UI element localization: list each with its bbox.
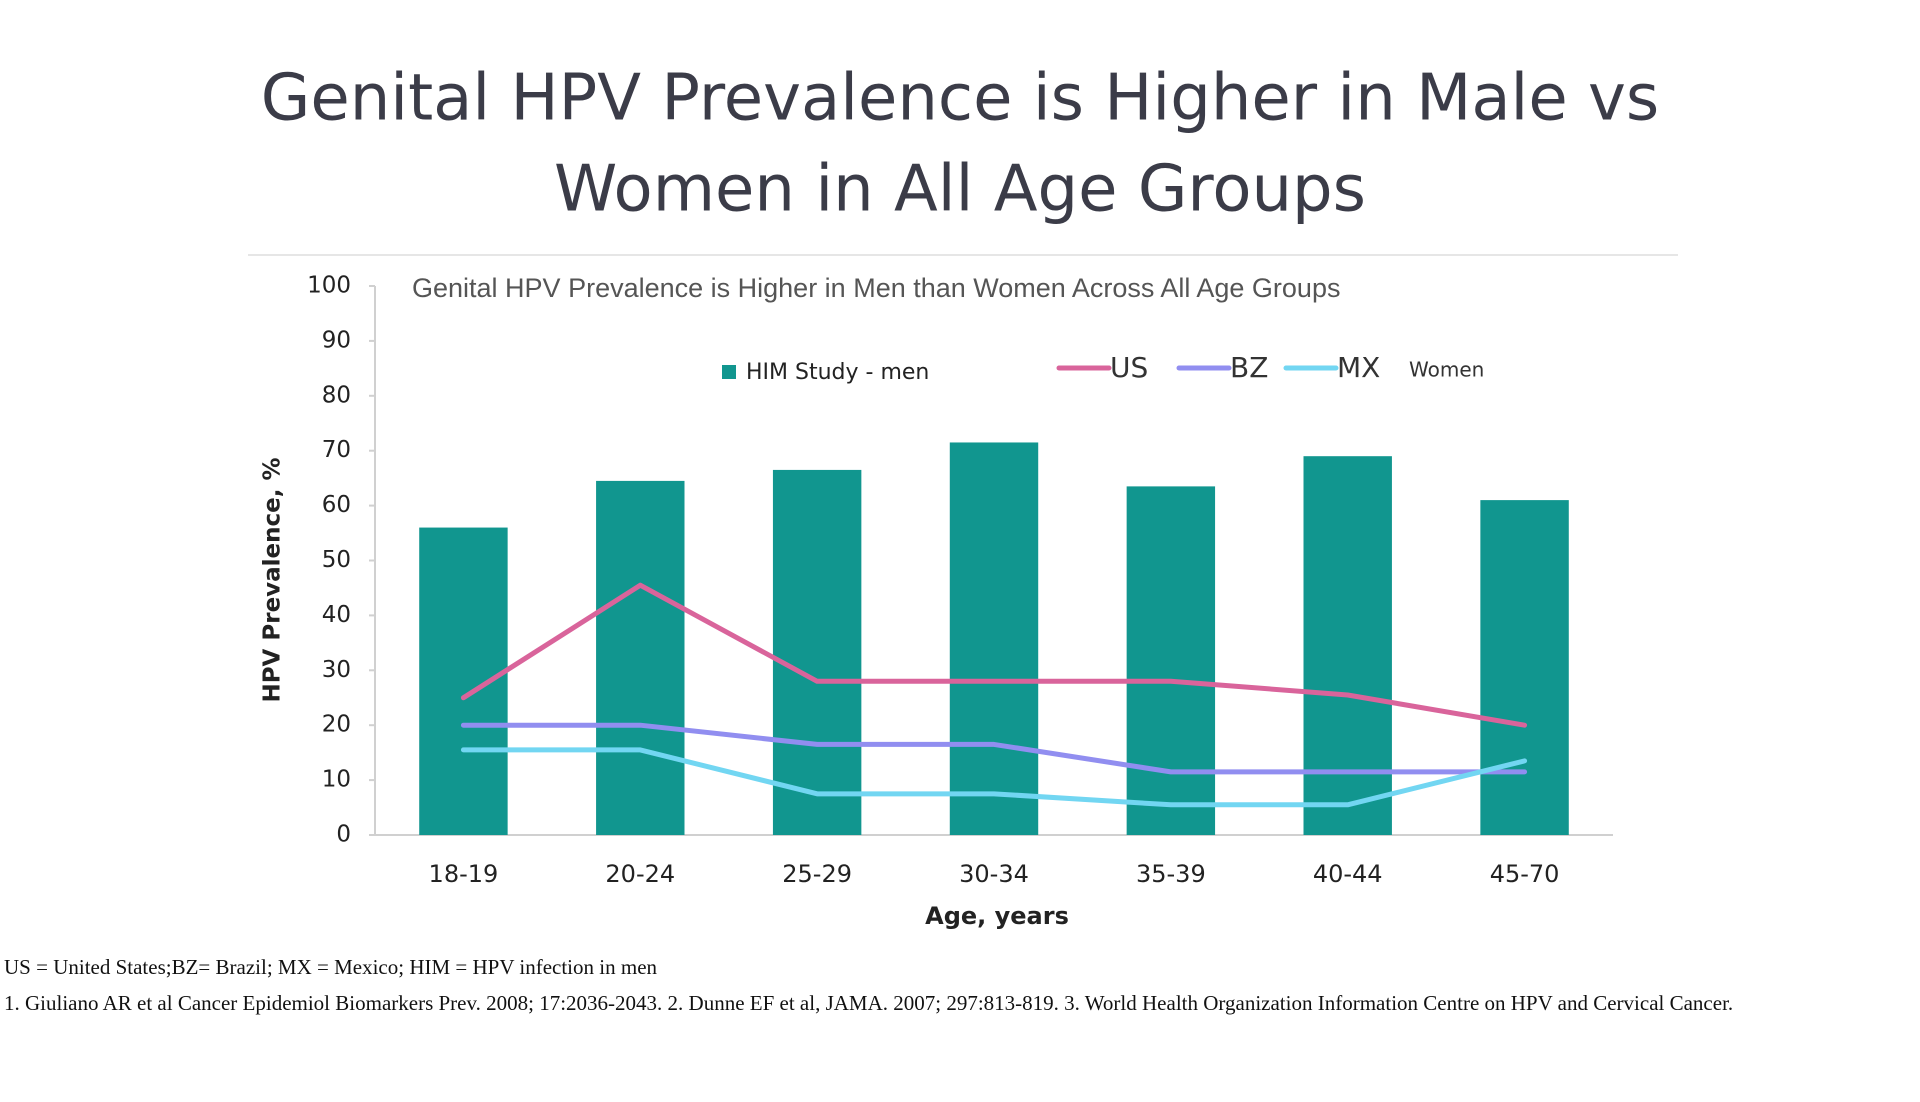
y-axis-title: HPV Prevalence, % [260,457,286,702]
y-tick-label: 20 [322,712,351,738]
slide-title: Genital HPV Prevalence is Higher in Male… [261,62,1660,136]
y-tick-label: 90 [322,327,351,353]
y-tick-label: 80 [322,382,351,408]
y-tick-label: 0 [336,822,351,848]
line [460,722,1528,775]
line [460,582,1528,728]
bar [1303,456,1392,835]
legend-label: HIM Study - men [746,360,929,385]
line [460,747,1528,808]
x-tick-label: 45-70 [1490,860,1560,888]
x-tick-label: 25-29 [782,860,852,888]
bar [1480,500,1569,835]
footnote: 1. Giuliano AR et al Cancer Epidemiol Bi… [4,991,1734,1015]
y-tick-label: 60 [322,492,351,518]
chart-title: Genital HPV Prevalence is Higher in Men … [412,273,1340,303]
x-axis-title: Age, years [925,902,1069,930]
x-tick-label: 20-24 [605,860,675,888]
legend-swatch [722,365,736,379]
legend-label: MX [1337,351,1380,384]
legend-label: US [1110,351,1148,384]
y-tick-label: 100 [307,273,351,299]
footnote: US = United States;BZ= Brazil; MX = Mexi… [4,955,658,979]
y-tick-label: 40 [322,602,351,628]
bar [949,442,1039,835]
legend-label: BZ [1230,351,1268,384]
bar [1126,486,1216,835]
x-tick-label: 40-44 [1313,860,1383,888]
bar [772,469,862,835]
y-tick-label: 70 [322,437,351,463]
x-tick-label: 30-34 [959,860,1029,888]
bar [596,480,685,835]
y-tick-label: 50 [322,547,351,573]
x-tick-label: 18-19 [429,860,499,888]
y-tick-label: 30 [322,657,351,683]
slide-title: Women in All Age Groups [554,153,1366,227]
legend-note: Women [1409,358,1484,382]
x-tick-label: 35-39 [1136,860,1206,888]
bar [419,527,508,835]
y-tick-label: 10 [322,767,351,793]
